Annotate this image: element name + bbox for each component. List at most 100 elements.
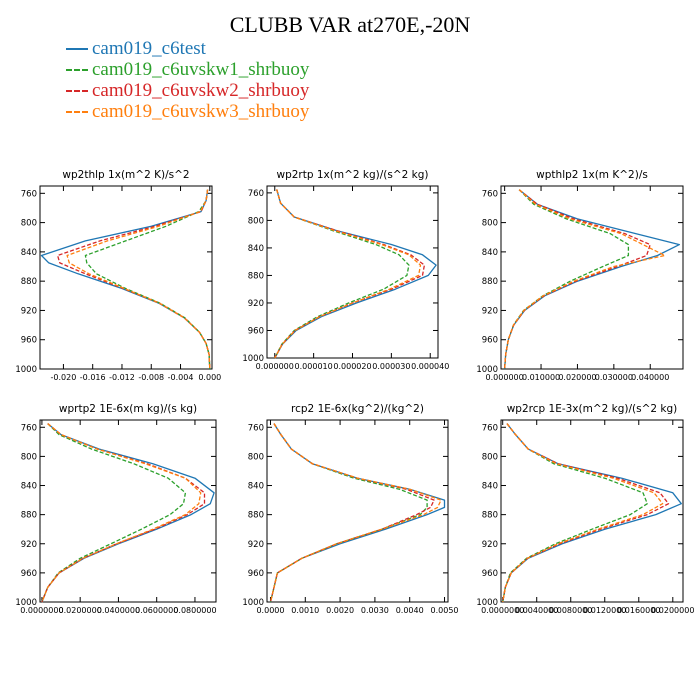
series-line xyxy=(502,423,682,603)
series-line xyxy=(502,423,670,603)
y-tick-label: 880 xyxy=(482,277,498,287)
legend-label: cam019_c6uvskw2_shrbuoy xyxy=(92,80,310,101)
y-tick-label: 1000 xyxy=(15,365,37,375)
x-tick-label: 0.0040000 xyxy=(515,606,558,615)
series-line xyxy=(269,423,446,603)
x-tick-label: -0.012 xyxy=(109,373,135,382)
x-tick-label: 0.0400000 xyxy=(97,606,140,615)
series-line xyxy=(66,189,211,370)
y-tick-label: 840 xyxy=(21,248,37,258)
x-tick-label: 0.0160000 xyxy=(617,606,660,615)
plot-frame xyxy=(39,185,213,370)
y-tick-label: 920 xyxy=(21,306,37,316)
x-tick-label: 0.0000 xyxy=(256,606,284,615)
legend-label: cam019_c6test xyxy=(92,38,206,59)
x-tick-label: 0.0020 xyxy=(326,606,354,615)
panel-5: rcp2 1E-6x(kg^2)/(kg^2) 760 800 840 880 920 96… xyxy=(242,403,458,615)
series-line xyxy=(41,423,187,603)
y-tick-label: 840 xyxy=(248,244,264,254)
plot-frame xyxy=(500,185,684,370)
x-tick-label: 0.0200000 xyxy=(59,606,102,615)
x-tick-label: 0.020000 xyxy=(558,373,596,382)
x-tick-label: 0.000020 xyxy=(333,362,371,371)
legend-label: cam019_c6uvskw1_shrbuoy xyxy=(92,59,310,80)
panel-title: wprtp2 1E-6x(m kg)/(s kg) xyxy=(59,403,197,415)
y-tick-label: 840 xyxy=(21,482,37,492)
plot-frame xyxy=(500,419,684,603)
y-tick-label: 920 xyxy=(482,540,498,550)
y-tick-label: 760 xyxy=(482,189,498,199)
x-tick-label: 0.0050 xyxy=(431,606,459,615)
y-tick-label: 800 xyxy=(21,219,37,229)
panel-title: wp2rcp 1E-3x(m^2 kg)/(s^2 kg) xyxy=(507,403,678,415)
x-tick-label: 0.0080000 xyxy=(549,606,592,615)
y-tick-label: 840 xyxy=(482,248,498,258)
y-tick-label: 1000 xyxy=(15,598,37,608)
x-tick-label: 0.0200000 xyxy=(651,606,694,615)
legend-swatch xyxy=(66,111,88,113)
series-line xyxy=(84,189,211,370)
x-tick-label: 0.000010 xyxy=(295,362,333,371)
panel-1: wp2thlp 1x(m^2 K)/s^2 760 800 840 880 920 960 1… xyxy=(15,169,221,382)
series-line xyxy=(274,189,422,359)
series-line xyxy=(41,423,202,603)
x-tick-label: -0.020 xyxy=(51,373,77,382)
y-tick-label: 840 xyxy=(482,482,498,492)
x-tick-label: 0.0120000 xyxy=(583,606,626,615)
panel-6: wp2rcp 1E-3x(m^2 kg)/(s^2 kg) 760 800 840 88… xyxy=(476,403,694,615)
panel-title: wpthlp2 1x(m K^2)/s xyxy=(536,169,648,181)
y-tick-label: 1000 xyxy=(242,354,264,364)
x-tick-label: 0.000000 xyxy=(256,362,294,371)
legend-swatch xyxy=(66,48,88,50)
x-tick-label: 0.0000000 xyxy=(481,606,524,615)
x-tick-label: -0.008 xyxy=(138,373,164,382)
legend-swatch xyxy=(66,69,88,71)
panel-title: rcp2 1E-6x(kg^2)/(kg^2) xyxy=(291,403,424,415)
y-tick-label: 800 xyxy=(248,216,264,226)
x-tick-label: 0.000000 xyxy=(486,373,524,382)
plot-frame xyxy=(39,419,217,603)
y-tick-label: 960 xyxy=(21,569,37,579)
y-tick-label: 880 xyxy=(21,277,37,287)
y-tick-label: 960 xyxy=(248,569,264,579)
y-tick-label: 840 xyxy=(248,482,264,492)
y-tick-label: 800 xyxy=(482,219,498,229)
series-line xyxy=(503,189,666,370)
y-tick-label: 920 xyxy=(248,540,264,550)
y-tick-label: 760 xyxy=(248,189,264,199)
legend-swatch xyxy=(66,90,88,92)
x-tick-label: 0.030000 xyxy=(595,373,633,382)
y-tick-label: 880 xyxy=(248,511,264,521)
x-tick-label: 0.040000 xyxy=(631,373,669,382)
x-tick-label: 0.0030 xyxy=(361,606,389,615)
x-tick-label: 0.000040 xyxy=(411,362,449,371)
y-tick-label: 960 xyxy=(482,336,498,346)
y-tick-label: 760 xyxy=(248,423,264,433)
panel-title: wp2rtp 1x(m^2 kg)/(s^2 kg) xyxy=(276,169,428,181)
series-line xyxy=(502,423,648,603)
x-tick-label: 0.0600000 xyxy=(135,606,178,615)
x-tick-label: 0.0000000 xyxy=(20,606,63,615)
x-tick-label: -0.004 xyxy=(168,373,194,382)
figure-title: CLUBB VAR at270E,-20N xyxy=(229,12,471,37)
series-line xyxy=(274,189,437,359)
x-tick-label: 0.000 xyxy=(198,373,221,382)
panel-4: wprtp2 1E-6x(m kg)/(s kg) 760 800 840 880 920… xyxy=(15,403,216,615)
series-line xyxy=(503,189,681,370)
x-tick-label: 0.0010 xyxy=(291,606,319,615)
y-tick-label: 800 xyxy=(248,452,264,462)
legend-label: cam019_c6uvskw3_shrbuoy xyxy=(92,101,310,122)
y-tick-label: 800 xyxy=(482,452,498,462)
y-tick-label: 880 xyxy=(21,511,37,521)
panel-title: wp2thlp 1x(m^2 K)/s^2 xyxy=(62,169,189,181)
panel-2: wp2rtp 1x(m^2 kg)/(s^2 kg) 760 800 840 880 92… xyxy=(242,169,449,371)
y-tick-label: 1000 xyxy=(242,598,264,608)
series-line xyxy=(274,189,410,359)
plot-frame xyxy=(266,419,449,603)
series-line xyxy=(274,189,426,359)
y-tick-label: 960 xyxy=(482,569,498,579)
y-tick-label: 920 xyxy=(21,540,37,550)
y-tick-label: 920 xyxy=(248,299,264,309)
